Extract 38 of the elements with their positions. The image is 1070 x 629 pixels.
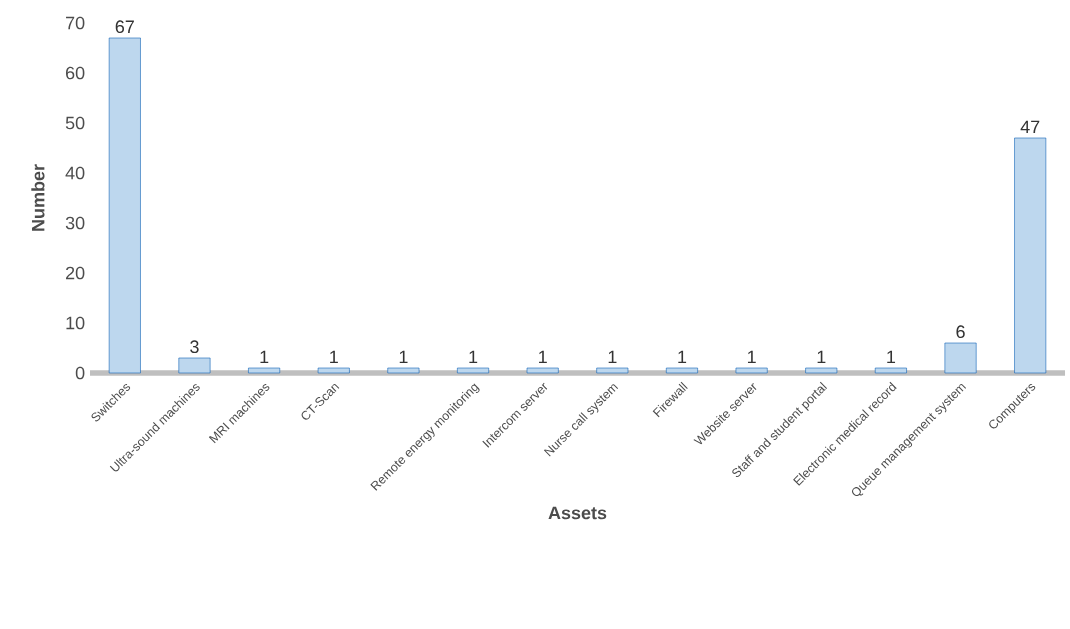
bar [108, 37, 141, 374]
data-label: 1 [260, 350, 269, 364]
y-tick-label: 60 [66, 66, 85, 80]
data-label: 1 [469, 350, 478, 364]
data-label: 1 [330, 350, 338, 364]
data-label: 67 [115, 20, 134, 34]
bar [248, 367, 281, 374]
data-label: 1 [678, 350, 687, 364]
bar [178, 357, 211, 374]
bar [526, 367, 559, 374]
y-tick-label: 70 [66, 16, 85, 30]
y-tick-label: 0 [75, 366, 85, 380]
data-label: 1 [887, 350, 896, 364]
y-tick-label: 10 [66, 316, 85, 330]
data-label: 1 [539, 350, 547, 364]
x-axis-title: Assets [548, 506, 607, 520]
bar [457, 367, 489, 374]
data-label: 1 [747, 350, 756, 364]
y-tick-label: 40 [65, 166, 85, 180]
bar [387, 367, 420, 374]
data-label: 1 [608, 350, 617, 364]
bar [735, 367, 768, 374]
bar [874, 367, 907, 374]
y-tick-label: 20 [66, 266, 85, 280]
bar [805, 367, 838, 374]
data-label: 1 [399, 350, 408, 364]
data-label: 1 [817, 350, 826, 364]
bar [1014, 137, 1047, 374]
y-tick-label: 30 [65, 216, 85, 230]
data-label: 6 [956, 325, 965, 339]
y-axis-title: Number [31, 164, 45, 231]
data-label: 47 [1020, 120, 1040, 134]
bar [596, 367, 629, 374]
bar [317, 367, 350, 374]
bar [666, 367, 698, 374]
data-label: 3 [190, 340, 199, 354]
bar [944, 342, 977, 374]
y-tick-label: 50 [65, 116, 85, 130]
